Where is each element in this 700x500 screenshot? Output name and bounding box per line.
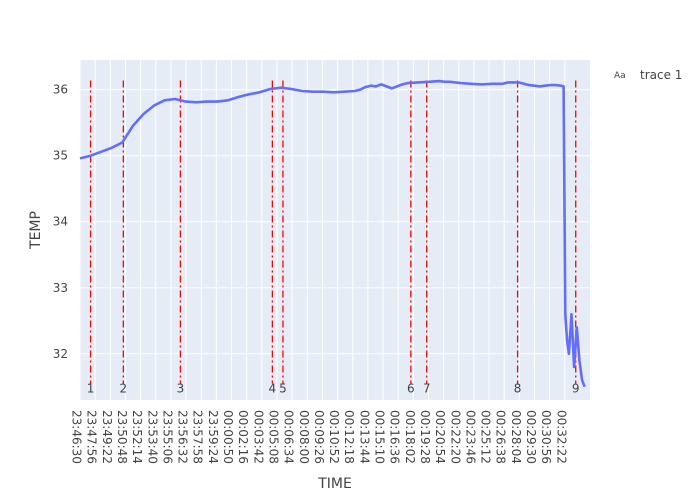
x-tick-label: 00:16:36 — [388, 410, 402, 464]
y-tick-labels: 32 33 34 35 36 — [53, 83, 68, 361]
y-axis-title: TEMP — [28, 211, 44, 250]
marker-label-1: 1 — [87, 381, 95, 395]
legend[interactable]: Aa trace 1 — [614, 68, 682, 82]
x-tick-label: 00:02:16 — [236, 410, 250, 464]
x-tick-label: 00:13:44 — [357, 410, 371, 464]
x-tick-label: 23:57:58 — [191, 410, 205, 464]
x-tick-label: 00:18:02 — [403, 410, 417, 464]
x-tick-label: 00:12:18 — [342, 410, 356, 464]
x-tick-label: 00:10:52 — [327, 410, 341, 464]
grid-lines — [79, 60, 590, 400]
y-tick-label: 36 — [53, 83, 68, 97]
x-tick-label: 00:26:38 — [494, 410, 508, 464]
x-tick-label: 23:53:40 — [145, 410, 159, 464]
x-tick-label: 00:30:56 — [539, 410, 553, 464]
x-tick-label: 00:22:20 — [448, 410, 462, 464]
marker-label-4: 4 — [269, 381, 277, 395]
x-tick-label: 23:52:14 — [130, 410, 144, 464]
marker-label-6: 6 — [407, 381, 415, 395]
legend-swatch: Aa — [614, 71, 626, 81]
x-tick-label: 00:15:10 — [373, 410, 387, 464]
x-tick-label: 00:20:54 — [433, 410, 447, 464]
x-tick-label: 23:50:48 — [115, 410, 129, 464]
vertical-markers — [89, 80, 577, 384]
x-tick-label: 00:23:46 — [463, 410, 477, 464]
marker-label-7: 7 — [423, 381, 431, 395]
x-tick-label: 00:28:04 — [509, 410, 523, 464]
x-tick-label: 23:55:06 — [160, 410, 174, 464]
x-tick-label: 00:25:12 — [479, 410, 493, 464]
x-tick-label: 23:47:56 — [85, 410, 99, 464]
y-tick-label: 33 — [53, 281, 68, 295]
x-tick-label: 00:29:30 — [524, 410, 538, 464]
series-line-1 — [79, 79, 586, 388]
x-tick-label: 00:06:34 — [282, 410, 296, 464]
x-tick-label: 23:56:32 — [176, 410, 190, 464]
marker-label-9: 9 — [572, 381, 580, 395]
x-tick-label: 00:08:00 — [297, 410, 311, 464]
y-tick-label: 35 — [53, 149, 68, 163]
marker-label-3: 3 — [177, 381, 185, 395]
x-tick-label: 23:49:22 — [100, 410, 114, 464]
x-tick-label: 00:05:08 — [266, 410, 280, 464]
series-layer — [79, 79, 586, 388]
plot-background — [80, 60, 590, 400]
x-tick-label: 23:46:30 — [70, 410, 84, 464]
x-axis-title: TIME — [317, 476, 352, 492]
x-tick-labels: 23:46:30 23:47:56 23:49:22 23:50:48 23:52:14… — [70, 410, 569, 464]
x-tick-label: 00:00:50 — [221, 410, 235, 464]
y-tick-label: 32 — [53, 347, 68, 361]
marker-label-2: 2 — [120, 381, 128, 395]
x-tick-label: 00:19:28 — [418, 410, 432, 464]
y-tick-label: 34 — [53, 215, 68, 229]
legend-entry-trace-1[interactable]: trace 1 — [640, 68, 682, 82]
marker-label-8: 8 — [514, 381, 522, 395]
x-tick-label: 23:59:24 — [206, 410, 220, 464]
x-tick-label: 00:32:22 — [554, 410, 568, 464]
marker-label-5: 5 — [279, 381, 287, 395]
x-tick-label: 00:09:26 — [312, 410, 326, 464]
x-tick-label: 00:03:42 — [251, 410, 265, 464]
